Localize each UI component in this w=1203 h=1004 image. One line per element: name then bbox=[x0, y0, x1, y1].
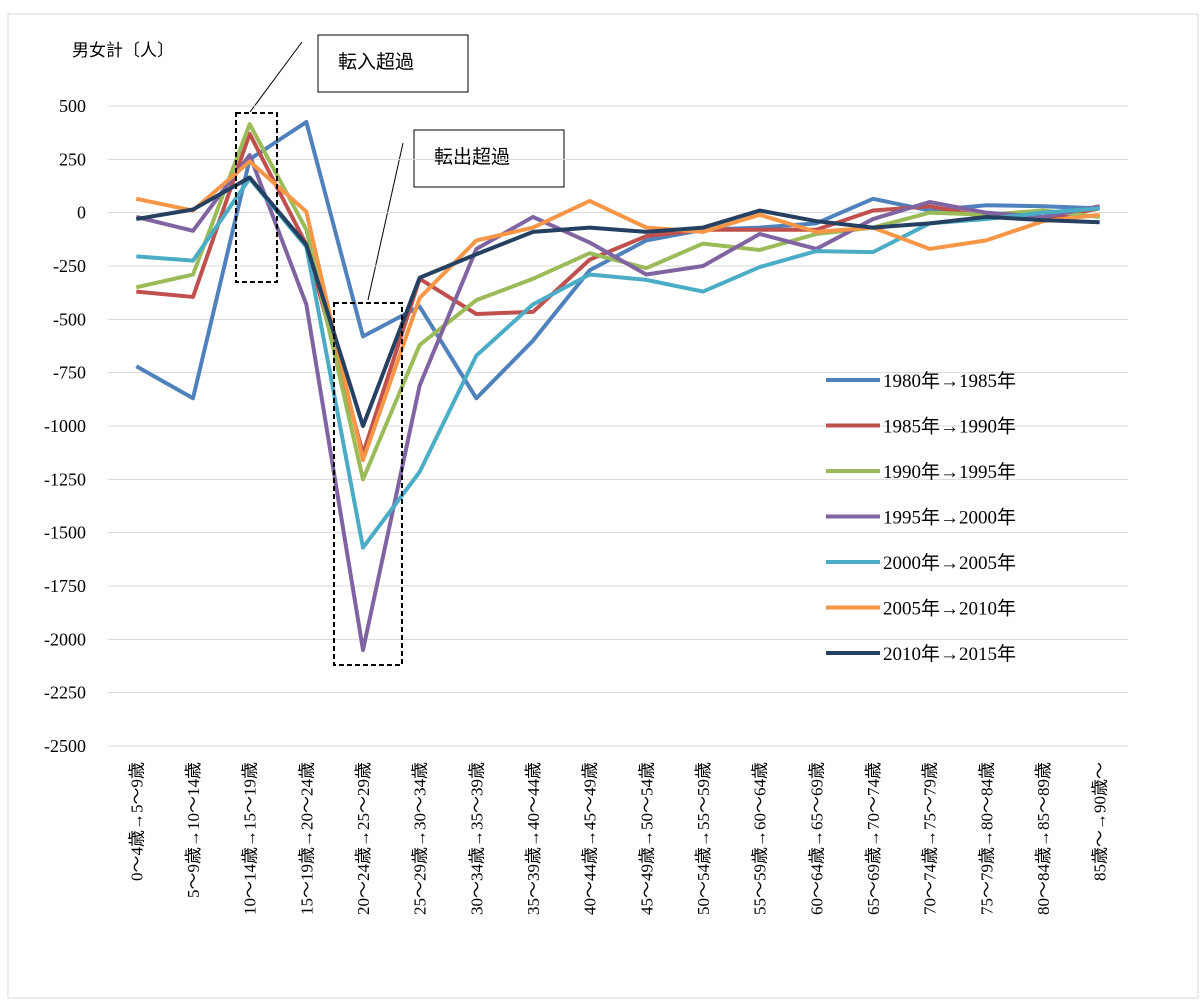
y-tick-label: -2250 bbox=[44, 683, 86, 703]
series-line bbox=[135, 159, 1100, 463]
annotation-leader bbox=[249, 41, 303, 113]
x-tick-label: 40～44歳→45～49歳 bbox=[581, 762, 600, 915]
y-tick-label: 0 bbox=[77, 203, 86, 223]
series-line bbox=[136, 131, 1101, 456]
annotation: 転入超過 bbox=[338, 51, 414, 73]
legend-label: 2005年→2010年 bbox=[883, 598, 1016, 620]
y-tick-label: -250 bbox=[53, 256, 86, 276]
y-tick-label: -2500 bbox=[44, 736, 86, 756]
x-tick-label: 35～39歳→40～44歳 bbox=[524, 762, 543, 915]
series-line bbox=[135, 175, 1100, 428]
x-tick-label: 75～79歳→80～84歳 bbox=[977, 762, 996, 915]
x-tick-label: 85歳～→90歳～ bbox=[1091, 762, 1110, 881]
y-tick-label: -1000 bbox=[44, 416, 86, 436]
legend-label: 2000年→2005年 bbox=[883, 552, 1016, 574]
x-tick-label: 45～49歳→50～54歳 bbox=[637, 762, 656, 915]
annotation-box bbox=[317, 34, 469, 93]
annotation-leader bbox=[367, 142, 404, 301]
x-tick-label: 55～59歳→60～64歳 bbox=[751, 762, 770, 915]
x-tick-label: 25～29歳→30～34歳 bbox=[411, 762, 430, 915]
y-tick-label: -500 bbox=[53, 309, 86, 329]
x-tick-label: 20～24歳→25～29歳 bbox=[354, 762, 373, 915]
y-tick-label: -1750 bbox=[44, 576, 86, 596]
y-axis-label: 男女計〔人〕 bbox=[72, 41, 174, 60]
annotation: 転出超過 bbox=[434, 146, 510, 168]
x-tick-label: 5～9歳→10～14歳 bbox=[184, 762, 203, 898]
legend-label: 2010年→2015年 bbox=[883, 643, 1016, 665]
x-tick-label: 70～74歳→75～79歳 bbox=[921, 762, 940, 915]
x-tick-label: 80～84歳→85～89歳 bbox=[1034, 762, 1053, 915]
highlight-box bbox=[333, 302, 403, 666]
legend-label: 1990年→1995年 bbox=[883, 461, 1016, 483]
x-tick-label: 30～34歳→35～39歳 bbox=[467, 762, 486, 915]
x-tick-label: 50～54歳→55～59歳 bbox=[694, 762, 713, 915]
x-tick-label: 0～4歳→5～9歳 bbox=[127, 762, 146, 881]
x-tick-label: 60～64歳→65～69歳 bbox=[807, 762, 826, 915]
highlight-box bbox=[235, 112, 278, 283]
chart-border bbox=[7, 13, 1199, 999]
x-tick-label: 15～19歳→20～24歳 bbox=[297, 762, 316, 915]
x-tick-label: 10～14歳→15～19歳 bbox=[241, 762, 260, 915]
y-tick-label: 250 bbox=[59, 149, 86, 169]
legend-label: 1985年→1990年 bbox=[883, 416, 1016, 438]
legend-label: 1995年→2000年 bbox=[883, 507, 1016, 529]
legend-label: 1980年→1985年 bbox=[883, 370, 1016, 392]
y-tick-label: -750 bbox=[53, 363, 86, 383]
annotation-box bbox=[413, 129, 565, 188]
y-tick-label: 500 bbox=[59, 96, 86, 116]
y-tick-label: -2000 bbox=[44, 629, 86, 649]
y-tick-label: -1250 bbox=[44, 469, 86, 489]
y-tick-label: -1500 bbox=[44, 523, 86, 543]
series-line bbox=[135, 153, 1101, 652]
x-tick-label: 65～69歳→70～74歳 bbox=[864, 762, 883, 915]
